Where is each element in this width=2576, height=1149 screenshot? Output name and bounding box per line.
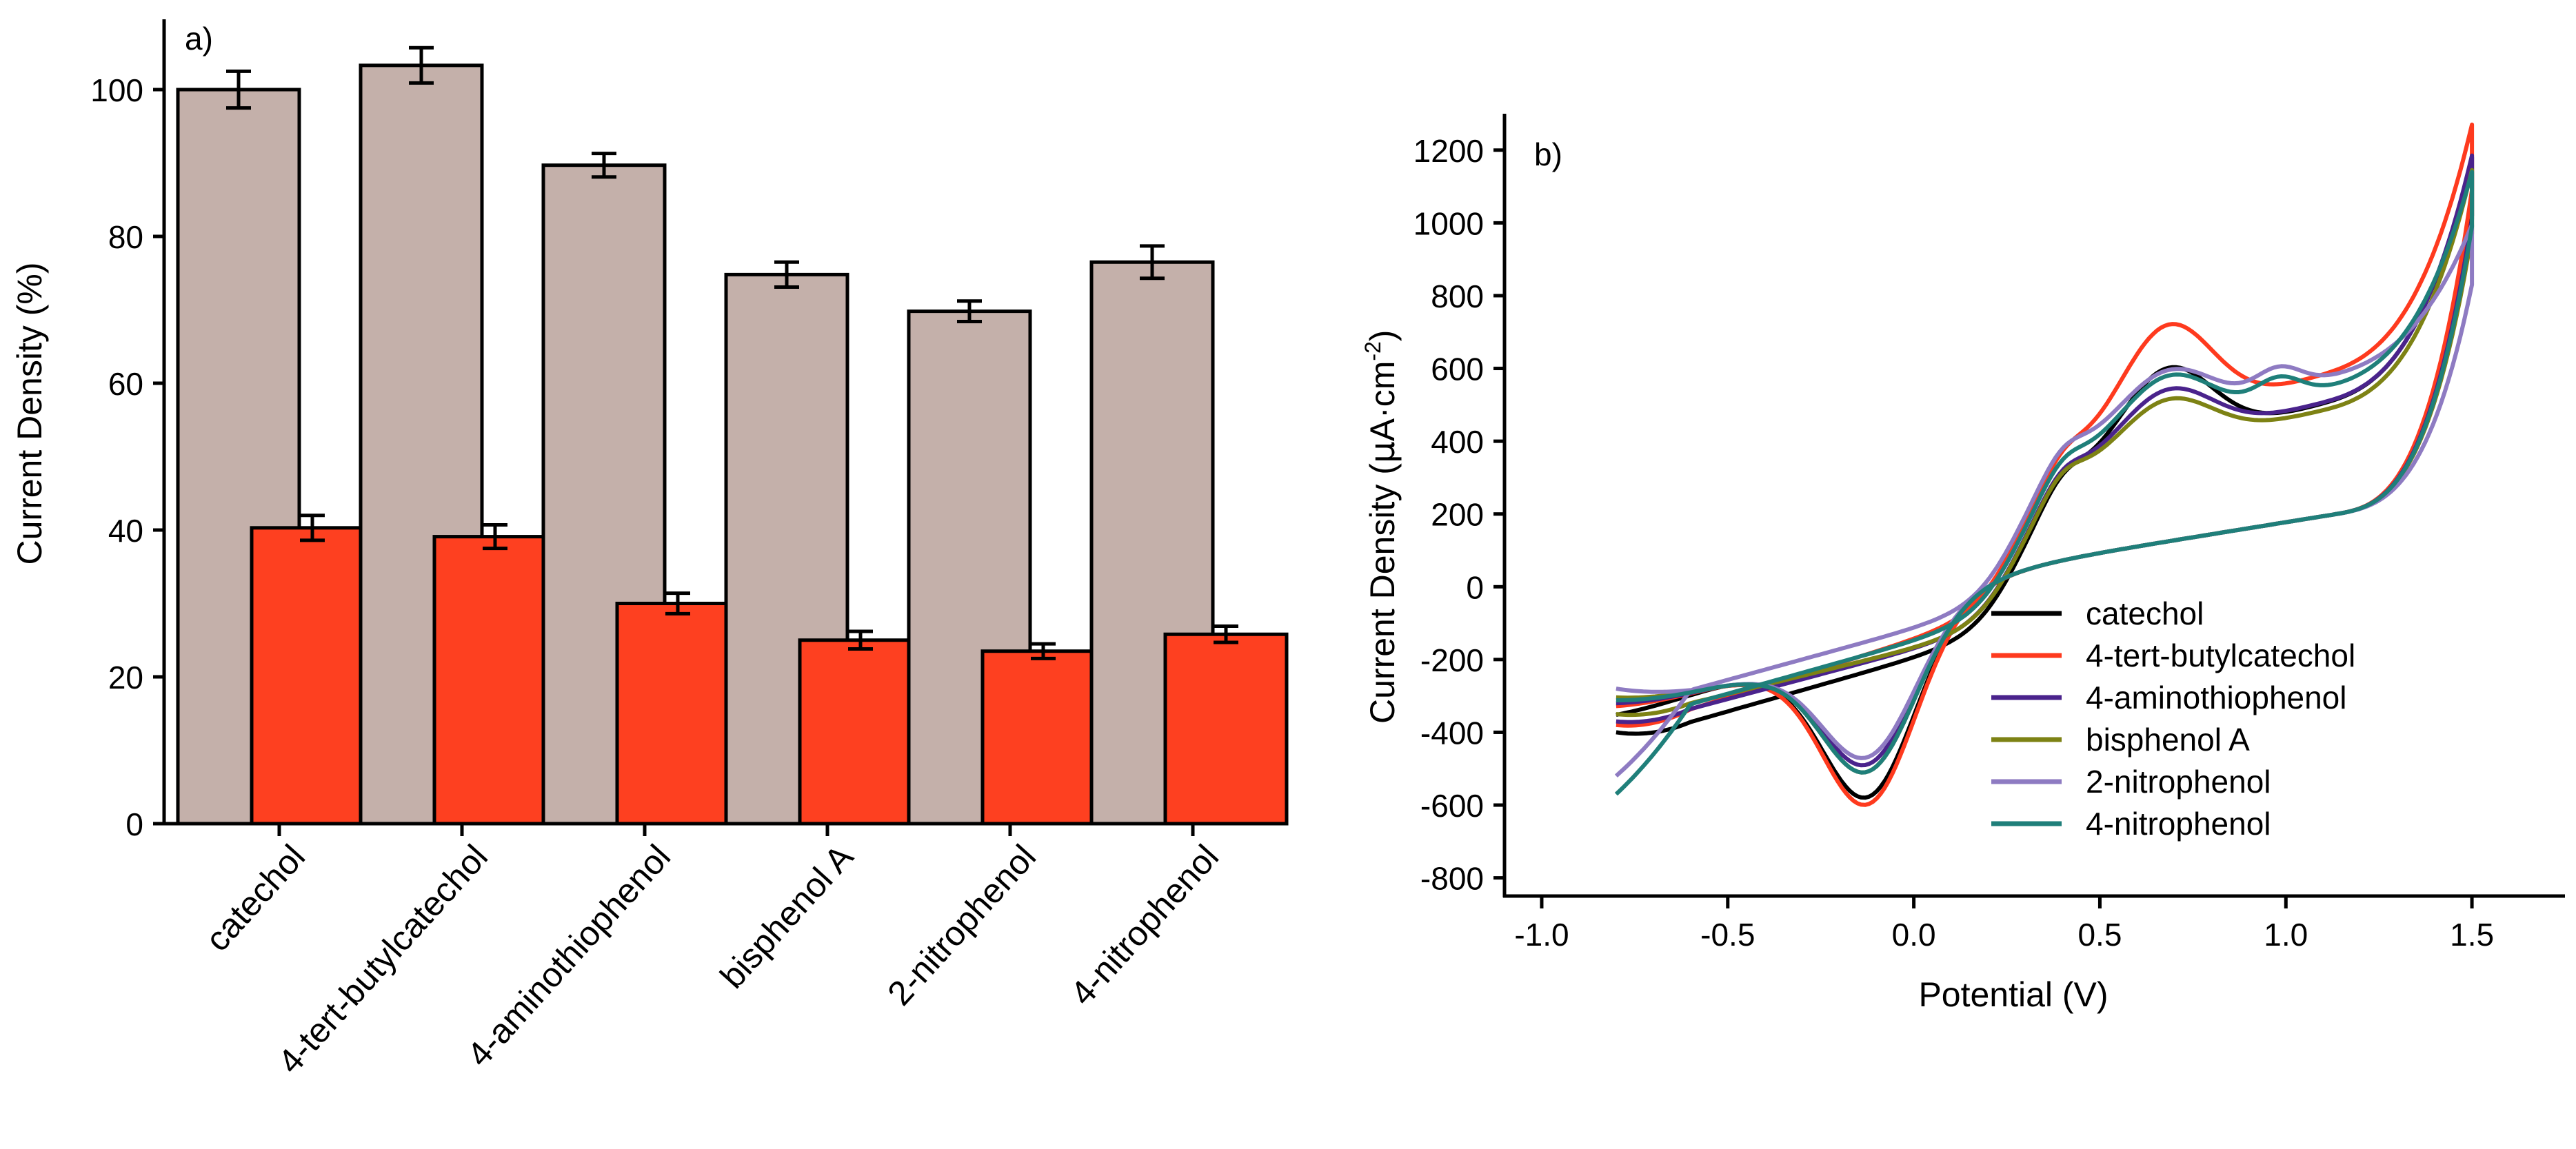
bar-after-3 [798,638,923,826]
y-tick-label: 200 [1431,497,1484,533]
x-tick-label: 1.5 [2450,917,2494,953]
legend-label: catechol [2086,596,2204,631]
y-tick-label: 800 [1431,278,1484,314]
x-tick-label: 1.0 [2264,917,2308,953]
legend-label: 4-tert-butylcatechol [2086,638,2355,673]
panel-a-label: a) [185,21,213,57]
cv-curve-4 [1614,223,2475,778]
cv-curve-5 [1614,170,2475,796]
x-tick-label: 4-aminothiophenol [459,837,678,1074]
y-tick-label: -400 [1420,715,1484,751]
y-tick-label: 20 [108,660,143,695]
y-tick-label: 1000 [1413,205,1484,241]
legend-label: 4-nitrophenol [2086,806,2271,842]
y-tick-label: -600 [1420,788,1484,824]
bar-after-2 [615,602,741,826]
x-tick-label: 4-nitrophenol [1063,837,1226,1013]
y-tick-label: 40 [108,513,143,549]
cv-line-chart-panel: b) 1200 1000 800 600 400 200 0 -200 -400 -600 -800… [1360,114,2565,1014]
x-tick-label: 0.0 [1892,917,1936,953]
bar-after-1 [432,535,558,826]
y-tick-label: 80 [108,219,143,255]
bar-after-4 [980,649,1106,826]
y-tick-label: 60 [108,366,143,402]
x-tick-label: 4-tert-butylcatechol [270,837,495,1081]
y-tick-label: 0 [125,806,143,842]
x-axis-label: Potential (V) [1918,975,2108,1014]
legend-label: 4-aminothiophenol [2086,680,2347,715]
x-tick-label: 0.5 [2077,917,2122,953]
bar-after-0 [250,526,375,826]
y-axis-label-b: Current Density (μA·cm-2) [1360,330,1402,724]
y-tick-label: 100 [90,72,143,108]
legend-label: bisphenol A [2086,722,2250,757]
y-tick-label: 600 [1431,352,1484,387]
x-tick-label: catechol [198,837,312,959]
x-tick-label: bisphenol A [713,837,861,995]
bar-chart-panel: a) catechol4-tert-butylcatechol4-aminoth… [10,19,1289,1081]
y-tick-label: 400 [1431,424,1484,460]
legend-label: 2-nitrophenol [2086,764,2271,800]
x-tick-label: -1.0 [1514,917,1569,953]
x-tick-label: 2-nitrophenol [880,837,1043,1013]
bar-after-5 [1163,632,1289,826]
y-tick-label: -200 [1420,642,1484,678]
y-tick-label: 0 [1466,569,1484,605]
y-tick-label: 1200 [1413,133,1484,169]
x-tick-label: -0.5 [1700,917,1755,953]
y-axis-label: Current Density (%) [10,263,49,565]
y-tick-label: -800 [1420,861,1484,897]
panel-b-label: b) [1534,136,1562,172]
